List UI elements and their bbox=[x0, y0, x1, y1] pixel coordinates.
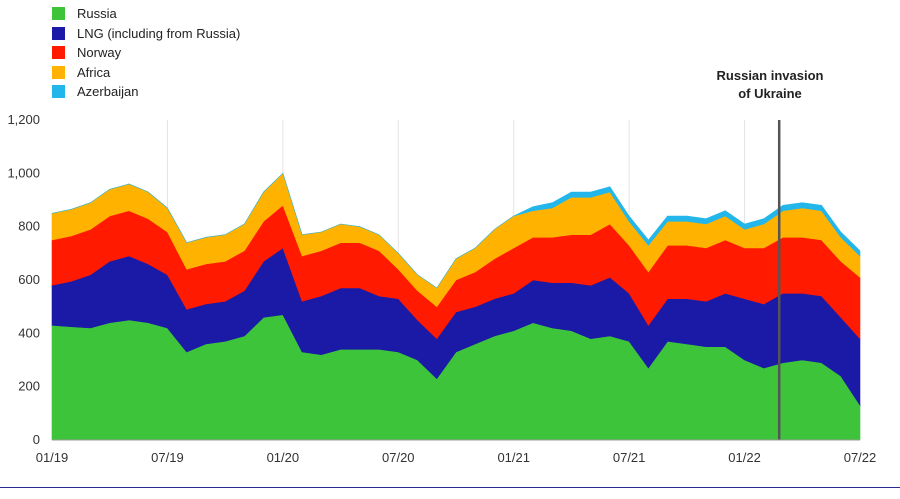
legend-label-africa: Africa bbox=[77, 64, 111, 80]
legend-swatch-azerbaijan bbox=[52, 85, 65, 99]
stacked-areas bbox=[51, 172, 861, 441]
legend-item-azerbaijan: Azerbaijan bbox=[52, 82, 240, 102]
x-tick-label-2: 01/20 bbox=[267, 450, 300, 465]
y-tick-label-0: 0 bbox=[33, 432, 40, 447]
legend-label-lng: LNG (including from Russia) bbox=[77, 25, 241, 41]
bottom-rule bbox=[0, 487, 900, 488]
x-tick-label-5: 07/21 bbox=[613, 450, 646, 465]
legend-swatch-norway bbox=[52, 46, 65, 60]
legend-label-russia: Russia bbox=[77, 6, 117, 22]
legend-item-russia: Russia bbox=[52, 4, 240, 24]
y-tick-label-5: 1,000 bbox=[7, 165, 40, 180]
x-tick-label-1: 07/19 bbox=[151, 450, 184, 465]
x-tick-label-7: 07/22 bbox=[844, 450, 877, 465]
axes: 0 200 400 600 800 1,000 1,200 01/19 07/19 01/20 07… bbox=[7, 112, 876, 465]
y-tick-label-3: 600 bbox=[18, 272, 40, 287]
legend-item-norway: Norway bbox=[52, 43, 240, 63]
legend-label-norway: Norway bbox=[77, 45, 122, 61]
x-tick-label-4: 01/21 bbox=[497, 450, 530, 465]
legend-swatch-africa bbox=[52, 65, 65, 79]
legend: Russia LNG (including from Russia) Norwa… bbox=[52, 4, 240, 102]
legend-swatch-lng bbox=[52, 26, 65, 40]
y-tick-label-6: 1,200 bbox=[7, 112, 40, 127]
x-tick-label-3: 07/20 bbox=[382, 450, 415, 465]
legend-item-lng: LNG (including from Russia) bbox=[52, 24, 240, 44]
y-tick-label-2: 400 bbox=[18, 325, 40, 340]
invasion-annotation: Russian invasion of Ukraine bbox=[690, 67, 850, 103]
legend-swatch-russia bbox=[52, 7, 65, 21]
annotation-line-1: Russian invasion bbox=[716, 68, 824, 83]
y-tick-label-1: 200 bbox=[18, 379, 40, 394]
x-tick-label-0: 01/19 bbox=[36, 450, 69, 465]
y-tick-label-4: 800 bbox=[18, 219, 40, 234]
x-tick-label-6: 01/22 bbox=[728, 450, 761, 465]
legend-item-africa: Africa bbox=[52, 63, 240, 83]
legend-label-azerbaijan: Azerbaijan bbox=[77, 84, 139, 100]
annotation-line-2: of Ukraine bbox=[738, 86, 802, 101]
area-series-4 bbox=[51, 172, 861, 289]
